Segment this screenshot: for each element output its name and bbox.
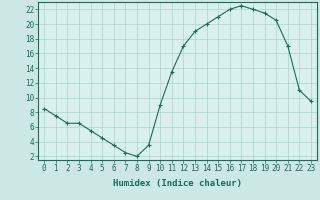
X-axis label: Humidex (Indice chaleur): Humidex (Indice chaleur) — [113, 179, 242, 188]
